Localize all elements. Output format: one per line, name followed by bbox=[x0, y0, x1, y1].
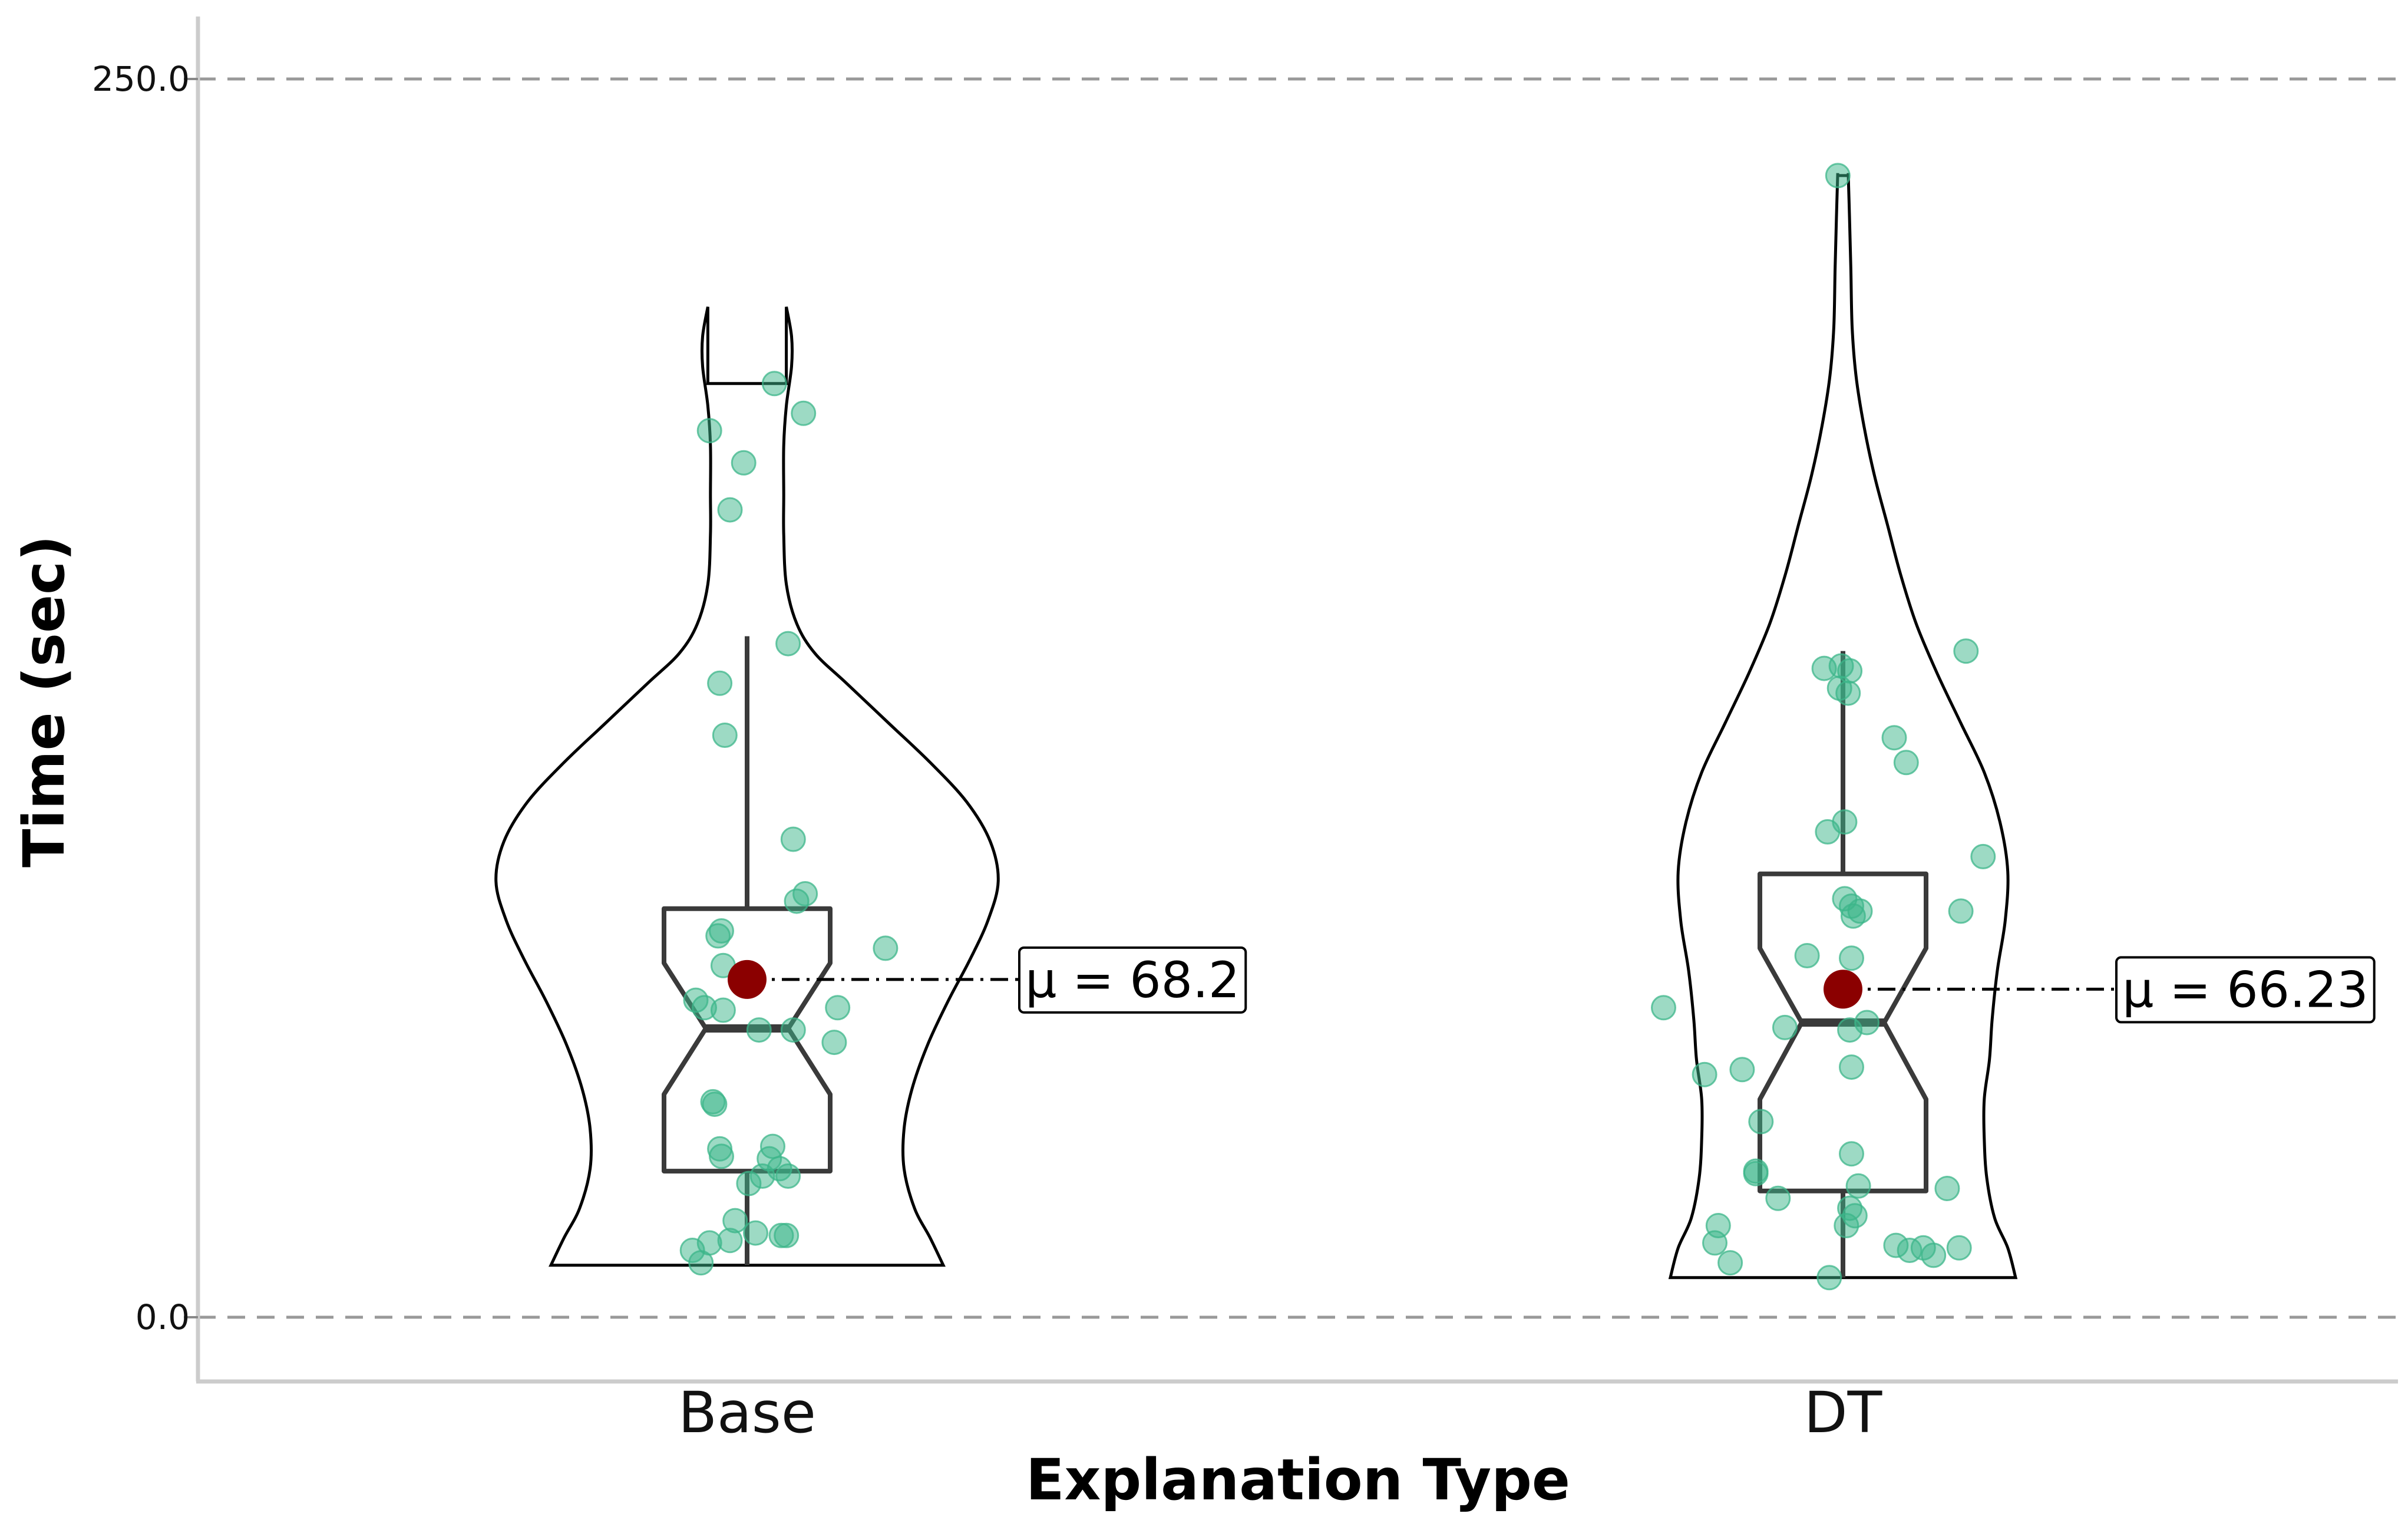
mean-markers: μ = 68.2 μ = 66.23 bbox=[728, 946, 2376, 1024]
y-axis-title: Time (sec) bbox=[11, 535, 77, 868]
data-point-base-21 bbox=[821, 1030, 847, 1056]
data-point-dt-35 bbox=[1834, 1213, 1859, 1238]
data-point-base-39 bbox=[688, 1250, 714, 1276]
data-point-dt-15 bbox=[1847, 898, 1873, 924]
data-point-dt-7 bbox=[1881, 725, 1907, 751]
data-point-dt-40 bbox=[1702, 1230, 1727, 1256]
data-point-dt-24 bbox=[1692, 1061, 1717, 1087]
data-point-base-10 bbox=[784, 888, 810, 914]
data-point-base-35 bbox=[774, 1222, 800, 1248]
data-point-dt-27 bbox=[1839, 1141, 1864, 1167]
violin-base bbox=[494, 306, 1000, 1267]
data-point-dt-17 bbox=[1794, 943, 1820, 968]
data-point-base-20 bbox=[780, 1017, 806, 1043]
data-point-dt-32 bbox=[1765, 1185, 1791, 1211]
data-point-base-23 bbox=[702, 1092, 728, 1117]
x-tick-label-dt: DT bbox=[1804, 1380, 1882, 1446]
notched-box-dt bbox=[1758, 871, 1928, 1193]
data-point-dt-25 bbox=[1729, 1057, 1755, 1083]
mean-marker-dt bbox=[1824, 970, 1862, 1009]
boxplots bbox=[662, 636, 1928, 1278]
data-point-dt-1 bbox=[1953, 638, 1979, 664]
y-tick-label-0: 0.0 bbox=[136, 1297, 190, 1337]
axes: 0.0 250.0 Base DT bbox=[92, 17, 2398, 1446]
data-point-dt-23 bbox=[1839, 1054, 1864, 1080]
data-point-dt-11 bbox=[1970, 843, 1996, 869]
data-points bbox=[679, 163, 1996, 1291]
data-point-dt-0 bbox=[1825, 163, 1851, 189]
data-point-dt-22 bbox=[1837, 1017, 1863, 1043]
y-tick-label-1: 250.0 bbox=[92, 59, 190, 99]
data-point-base-11 bbox=[873, 935, 899, 961]
data-point-dt-39 bbox=[1946, 1235, 1972, 1261]
data-point-base-5 bbox=[775, 631, 801, 657]
data-point-dt-26 bbox=[1748, 1109, 1774, 1135]
data-point-base-8 bbox=[780, 826, 806, 852]
data-point-dt-19 bbox=[1651, 995, 1676, 1021]
data-point-dt-30 bbox=[1845, 1173, 1871, 1199]
data-point-base-7 bbox=[712, 723, 738, 748]
mean-label-base: μ = 68.2 bbox=[1025, 951, 1240, 1009]
mean-label-box-base bbox=[1018, 946, 1247, 1014]
data-point-base-33 bbox=[743, 1220, 768, 1246]
data-point-base-30 bbox=[775, 1163, 801, 1189]
data-point-dt-10 bbox=[1815, 819, 1841, 845]
data-point-dt-6 bbox=[1835, 680, 1861, 706]
mean-label-dt: μ = 66.23 bbox=[2122, 961, 2369, 1018]
mean-marker-base bbox=[728, 959, 767, 999]
data-point-base-18 bbox=[825, 995, 851, 1021]
data-point-dt-29 bbox=[1743, 1160, 1769, 1186]
data-point-base-1 bbox=[696, 418, 722, 444]
data-point-base-13 bbox=[709, 918, 734, 944]
data-point-base-3 bbox=[731, 450, 757, 476]
data-point-dt-43 bbox=[1921, 1242, 1947, 1268]
x-axis-title: Explanation Type bbox=[1026, 1447, 1570, 1513]
data-point-dt-16 bbox=[1948, 898, 1974, 924]
data-point-dt-42 bbox=[1717, 1250, 1743, 1276]
data-point-dt-41 bbox=[1897, 1238, 1923, 1263]
data-point-base-26 bbox=[709, 1143, 734, 1169]
data-point-base-19 bbox=[746, 1017, 772, 1043]
data-point-base-31 bbox=[736, 1170, 762, 1196]
data-point-base-4 bbox=[717, 497, 743, 523]
gridlines bbox=[198, 77, 2398, 1319]
notched-box-base bbox=[662, 906, 833, 1174]
data-point-base-6 bbox=[707, 670, 733, 696]
data-point-dt-31 bbox=[1934, 1176, 1960, 1201]
x-tick-label-base: Base bbox=[678, 1380, 816, 1446]
data-point-base-17 bbox=[710, 997, 736, 1023]
data-point-dt-18 bbox=[1839, 945, 1864, 971]
mean-label-box-dt bbox=[2115, 956, 2376, 1024]
data-point-dt-3 bbox=[1811, 655, 1837, 681]
data-point-dt-21 bbox=[1772, 1014, 1798, 1040]
data-point-dt-44 bbox=[1816, 1265, 1842, 1291]
data-point-dt-8 bbox=[1893, 750, 1919, 776]
data-point-base-0 bbox=[761, 371, 787, 397]
data-point-base-2 bbox=[791, 400, 817, 426]
